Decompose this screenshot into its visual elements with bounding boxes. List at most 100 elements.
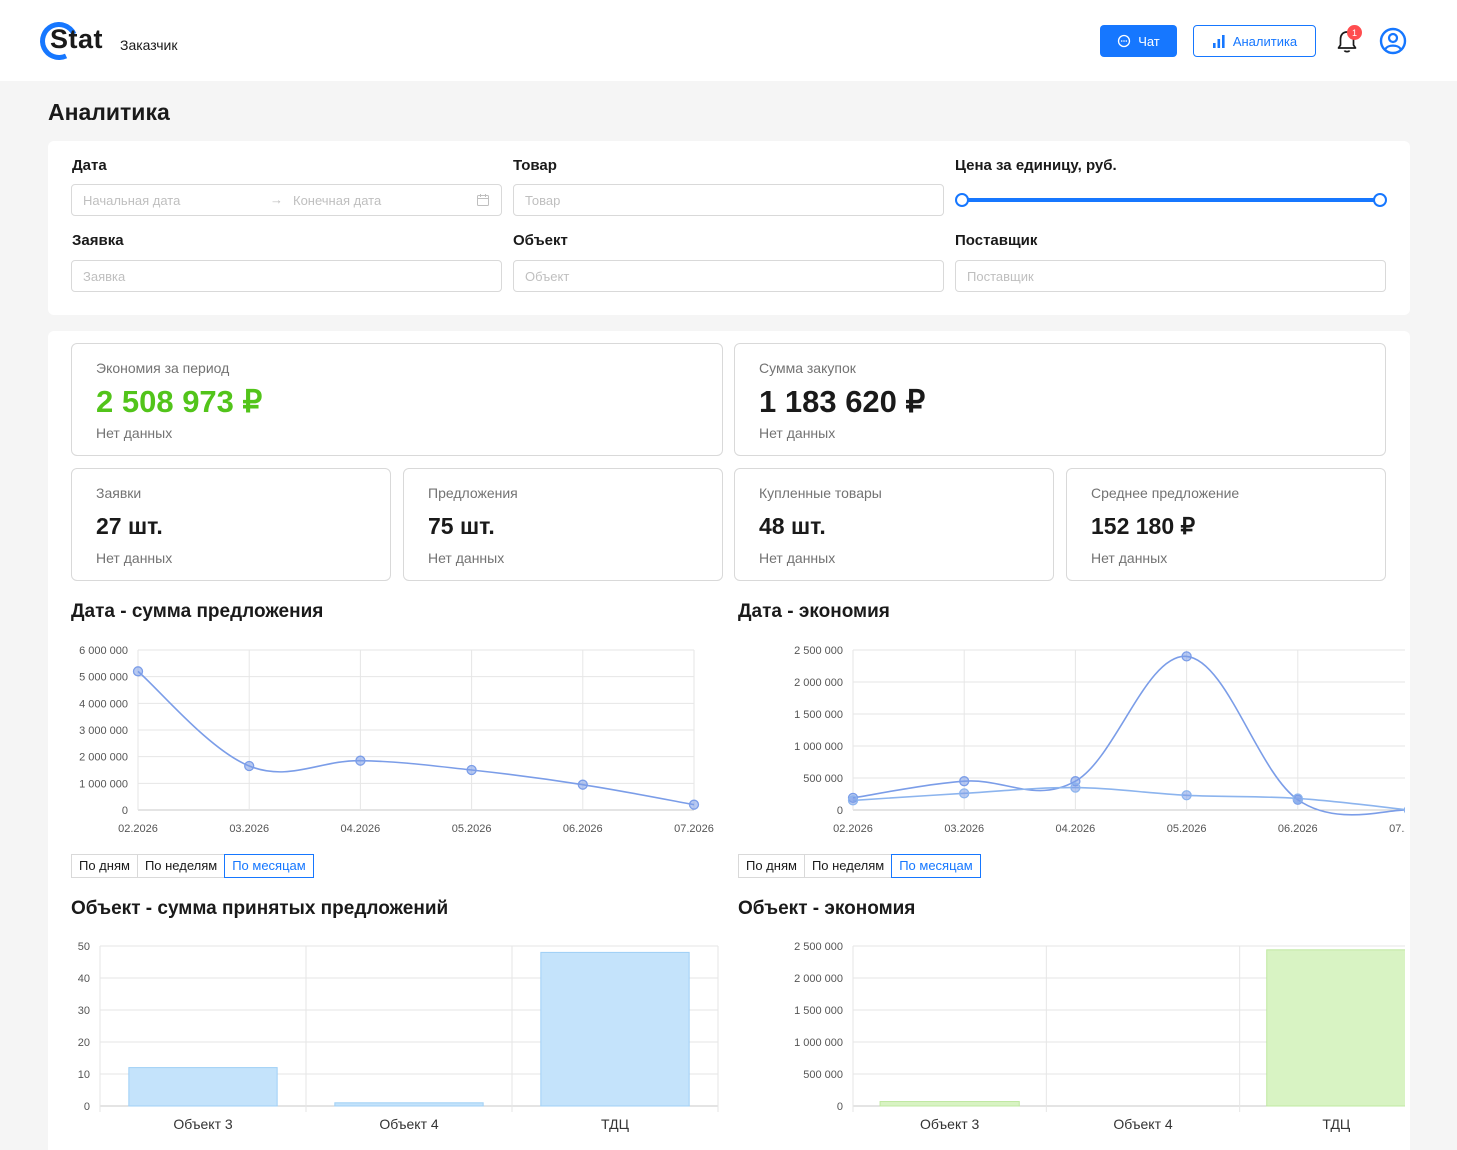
chart-title-savings-by-date: Дата - экономия: [738, 601, 890, 622]
offers-by-object-bar-chart: 0 10 20 30 40 50 Объект 3 Объект 4 ТДЦ: [78, 941, 719, 1132]
calendar-icon: [477, 194, 489, 206]
savings-value: 2 508 973 ₽: [96, 384, 263, 419]
data-point: [1292, 793, 1303, 804]
product-input[interactable]: Товар: [513, 184, 944, 216]
savings-title: Экономия за период: [96, 360, 230, 376]
y-tick-label: 0: [122, 805, 128, 817]
start-date-placeholder: Начальная дата: [83, 192, 181, 208]
x-tick-label: 03.2026: [229, 823, 269, 835]
price-slider-max-handle[interactable]: [1373, 193, 1387, 207]
x-tick-label: 05.2026: [1167, 823, 1207, 835]
price-slider-min-handle[interactable]: [955, 193, 969, 207]
y-tick-label: 1 000 000: [794, 1037, 843, 1049]
period-option-months[interactable]: По месяцам: [224, 854, 314, 878]
data-point: [355, 755, 366, 766]
data-point: [959, 776, 970, 787]
offers-sub: Нет данных: [428, 550, 505, 566]
bar: [1266, 949, 1405, 1107]
bar: [879, 1101, 1020, 1107]
product-placeholder: Товар: [525, 192, 561, 208]
y-tick-label: 2 000 000: [79, 752, 128, 764]
y-tick-label: 2 500 000: [794, 645, 843, 657]
object-input[interactable]: Объект: [513, 260, 944, 292]
analytics-button[interactable]: Аналитика: [1193, 25, 1316, 57]
bar: [128, 1067, 278, 1107]
date-label: Дата: [72, 157, 107, 174]
y-tick-label: 3 000 000: [79, 725, 128, 737]
series-line: [852, 786, 1405, 811]
y-tick-label: 500 000: [803, 1069, 843, 1081]
x-tick-label: Объект 4: [379, 1116, 439, 1132]
savings-by-object-bar-chart: 0 500 000 1 000 000 1 500 000 2 000 000 2 500…: [794, 941, 1405, 1132]
y-tick-label: 1 500 000: [794, 1005, 843, 1017]
purchases-title: Сумма закупок: [759, 360, 856, 376]
period-toggle-right: По дням По неделям По месяцам: [738, 854, 981, 878]
offers-card: Предложения 75 шт. Нет данных: [403, 468, 723, 581]
x-tick-label: ТДЦ: [601, 1116, 630, 1132]
notification-badge: 1: [1347, 25, 1362, 40]
y-tick-label: 0: [84, 1101, 90, 1113]
data-point: [1181, 651, 1192, 662]
logo[interactable]: Stat: [34, 16, 110, 66]
data-point: [1403, 806, 1405, 814]
y-tick-label: 1 000 000: [79, 778, 128, 790]
period-option-weeks[interactable]: По неделям: [136, 854, 226, 878]
x-tick-label: 05.2026: [452, 823, 492, 835]
page-title: Аналитика: [48, 99, 170, 125]
purchases-sub: Нет данных: [759, 425, 836, 441]
savings-card: Экономия за период 2 508 973 ₽ Нет данны…: [71, 343, 723, 456]
request-label: Заявка: [72, 232, 124, 249]
y-tick-label: 5 000 000: [79, 672, 128, 684]
y-tick-label: 2 000 000: [794, 677, 843, 689]
y-tick-label: 40: [78, 973, 90, 985]
savings-by-date-line-chart: 0 500 000 1 000 000 1 500 000 2 000 000 2 500…: [794, 645, 1405, 835]
chart-title-savings-by-object: Объект - экономия: [738, 898, 916, 919]
user-icon[interactable]: [1379, 27, 1407, 55]
end-date-placeholder: Конечная дата: [293, 193, 382, 208]
offers-by-date-line-chart: 0 1 000 000 2 000 000 3 000 000 4 000 000 5 0…: [79, 645, 714, 835]
period-option-months[interactable]: По месяцам: [891, 854, 981, 878]
requests-value: 27 шт.: [96, 513, 163, 539]
period-option-weeks[interactable]: По неделям: [803, 854, 893, 878]
x-tick-label: 03.2026: [944, 823, 984, 835]
x-tick-label: 04.2026: [341, 823, 381, 835]
request-input[interactable]: Заявка: [71, 260, 502, 292]
y-tick-label: 500 000: [803, 773, 843, 785]
y-tick-label: 4 000 000: [79, 698, 128, 710]
arrow-right-icon: →: [270, 192, 283, 207]
data-point: [688, 799, 700, 810]
bought-title: Купленные товары: [759, 485, 882, 501]
chat-button[interactable]: Чат: [1100, 25, 1177, 57]
product-label: Товар: [513, 157, 557, 174]
data-point: [959, 788, 970, 799]
data-point: [577, 779, 588, 790]
bar: [540, 951, 690, 1107]
data-point: [847, 795, 859, 806]
offers-value: 75 шт.: [428, 513, 495, 539]
x-tick-label: 07.2026: [1389, 823, 1405, 835]
x-tick-label: 04.2026: [1056, 823, 1096, 835]
supplier-input[interactable]: Поставщик: [955, 260, 1386, 292]
period-option-days[interactable]: По дням: [71, 854, 138, 878]
date-range-input[interactable]: Начальная дата → Конечная дата: [71, 184, 502, 216]
object-placeholder: Объект: [525, 268, 570, 284]
y-tick-label: 20: [78, 1037, 90, 1049]
data-point: [1181, 790, 1192, 801]
x-tick-label: 06.2026: [1278, 823, 1318, 835]
price-slider-track[interactable]: [962, 198, 1380, 202]
bar: [334, 1102, 484, 1107]
logo-text: Stat: [50, 24, 104, 54]
chat-icon: [1118, 34, 1131, 48]
period-option-days[interactable]: По дням: [738, 854, 805, 878]
chat-button-label: Чат: [1138, 33, 1160, 49]
user-role: Заказчик: [120, 37, 178, 53]
x-tick-label: 07.2026: [674, 823, 714, 835]
y-tick-label: 6 000 000: [79, 645, 128, 657]
filters-panel: Дата Начальная дата → Конечная дата Това…: [48, 141, 1410, 315]
analytics-button-label: Аналитика: [1232, 33, 1298, 49]
x-tick-label: 02.2026: [118, 823, 158, 835]
y-tick-label: 10: [78, 1069, 90, 1081]
period-toggle-left: По дням По неделям По месяцам: [71, 854, 314, 878]
bought-card: Купленные товары 48 шт. Нет данных: [734, 468, 1054, 581]
data-point: [1070, 782, 1081, 793]
